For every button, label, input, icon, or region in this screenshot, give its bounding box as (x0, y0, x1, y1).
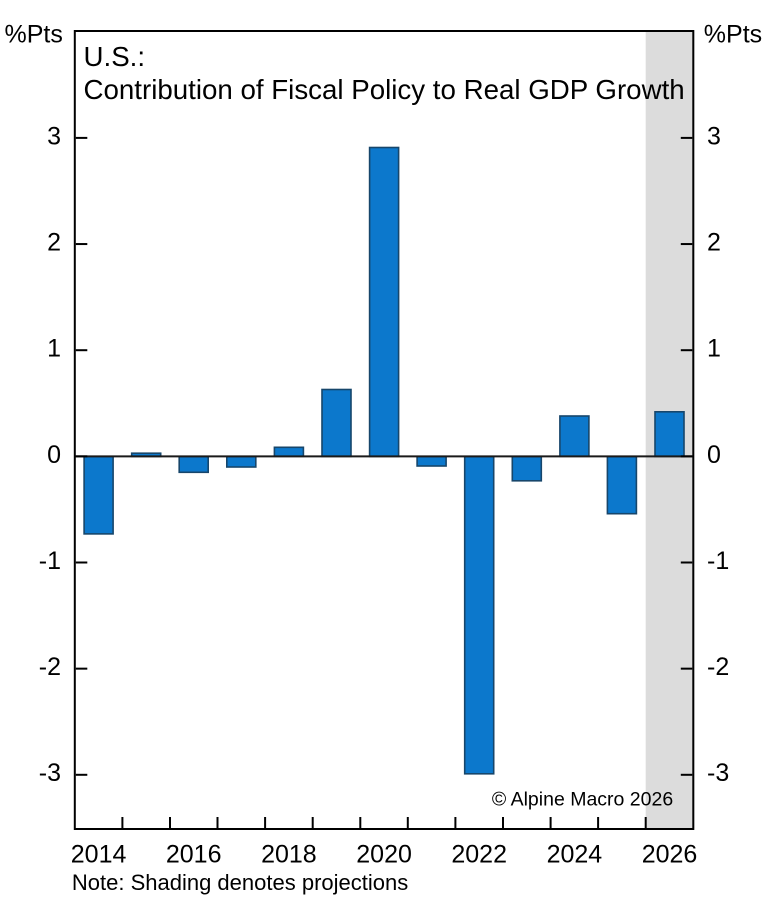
svg-text:2026: 2026 (642, 841, 698, 869)
svg-text:%Pts: %Pts (704, 21, 762, 49)
svg-text:-1: -1 (39, 547, 61, 575)
svg-text:2020: 2020 (356, 841, 412, 869)
svg-text:© Alpine Macro 2026: © Alpine Macro 2026 (492, 789, 673, 811)
svg-text:1: 1 (47, 335, 61, 363)
svg-text:2018: 2018 (261, 841, 317, 869)
svg-text:-2: -2 (707, 653, 729, 681)
svg-text:-2: -2 (39, 653, 61, 681)
svg-text:-1: -1 (707, 547, 729, 575)
svg-text:2024: 2024 (547, 841, 603, 869)
svg-text:2014: 2014 (71, 841, 127, 869)
svg-text:0: 0 (707, 441, 721, 469)
svg-text:2022: 2022 (451, 841, 507, 869)
svg-text:-3: -3 (39, 759, 61, 787)
svg-text:Contribution of Fiscal Policy: Contribution of Fiscal Policy to Real GD… (84, 74, 685, 105)
svg-text:1: 1 (707, 335, 721, 363)
svg-text:2: 2 (707, 228, 721, 256)
svg-text:3: 3 (707, 122, 721, 150)
svg-text:U.S.:: U.S.: (84, 41, 146, 72)
svg-text:%Pts: %Pts (5, 21, 63, 49)
svg-text:2: 2 (47, 228, 61, 256)
svg-text:3: 3 (47, 122, 61, 150)
svg-text:0: 0 (47, 441, 61, 469)
svg-text:Note: Shading denotes projecti: Note: Shading denotes projections (72, 870, 408, 895)
svg-text:2016: 2016 (166, 841, 222, 869)
svg-text:-3: -3 (707, 759, 729, 787)
